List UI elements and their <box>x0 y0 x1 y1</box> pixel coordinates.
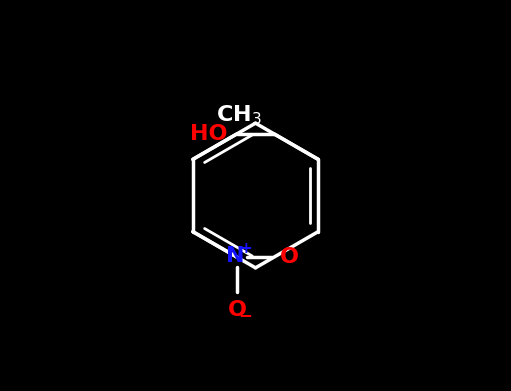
Text: N: N <box>226 246 245 266</box>
Text: −: − <box>238 306 251 325</box>
Text: O: O <box>227 300 246 320</box>
Text: +: + <box>239 241 252 256</box>
Text: O: O <box>280 247 298 267</box>
Text: CH$_3$: CH$_3$ <box>216 103 262 127</box>
Text: HO: HO <box>190 124 227 144</box>
